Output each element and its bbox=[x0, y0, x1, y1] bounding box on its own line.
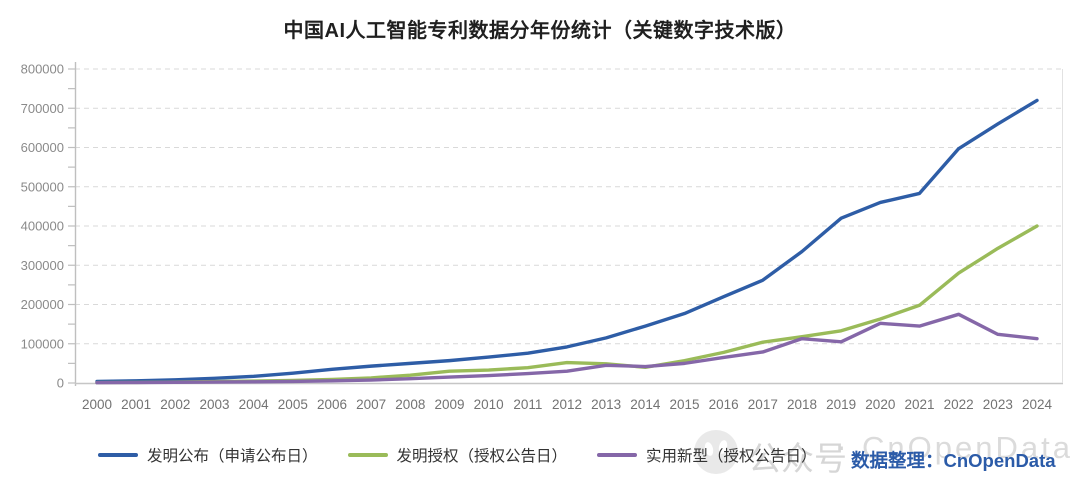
legend-swatch-green bbox=[347, 452, 388, 458]
y-tick-label: 200000 bbox=[21, 297, 64, 312]
x-tick-label: 2020 bbox=[865, 397, 895, 412]
watermark-text: 公众号 bbox=[748, 440, 847, 477]
legend-item-utility-model: 实用新型（授权公告日） bbox=[597, 444, 817, 466]
y-tick-label: 0 bbox=[57, 376, 64, 391]
x-tick-label: 2022 bbox=[944, 397, 974, 412]
chart-title: 中国AI人工智能专利数据分年份统计（关键数字技术版） bbox=[283, 20, 797, 42]
x-tick-label: 2000 bbox=[82, 397, 112, 412]
x-tick-label: 2002 bbox=[160, 397, 190, 412]
x-tick-label: 2013 bbox=[591, 397, 621, 412]
x-tick-label: 2017 bbox=[748, 397, 778, 412]
x-tick-label: 2018 bbox=[787, 397, 817, 412]
x-tick-label: 2009 bbox=[434, 397, 464, 412]
x-tick-label: 2005 bbox=[278, 397, 308, 412]
y-tick-label: 800000 bbox=[21, 62, 64, 77]
x-tick-label: 2015 bbox=[669, 397, 699, 412]
y-tick-label: 400000 bbox=[21, 219, 64, 234]
x-tick-label: 2008 bbox=[395, 397, 425, 412]
y-tick-label: 600000 bbox=[21, 140, 64, 155]
watermark-separator: · bbox=[836, 428, 847, 464]
series-line-0 bbox=[95, 98, 1039, 384]
x-tick-label: 2007 bbox=[356, 397, 386, 412]
x-tick-label: 2023 bbox=[983, 397, 1013, 412]
legend-item-invention-grant: 发明授权（授权公告日） bbox=[347, 444, 568, 466]
x-tick-label: 2014 bbox=[630, 397, 661, 412]
y-tick-label: 700000 bbox=[21, 101, 64, 116]
x-tick-label: 2024 bbox=[1022, 397, 1053, 412]
x-tick-label: 2021 bbox=[904, 397, 934, 412]
attribution-text: 数据整理：CnOpenData bbox=[851, 450, 1056, 471]
legend-swatch-blue bbox=[98, 452, 138, 458]
x-tick-label: 2003 bbox=[199, 397, 229, 412]
legend-label: 发明公布（申请公布日） bbox=[147, 448, 318, 465]
x-tick-label: 2006 bbox=[317, 397, 347, 412]
legend-item-invention-publication: 发明公布（申请公布日） bbox=[98, 444, 318, 466]
watermark-brand: CnOpenData bbox=[862, 430, 1073, 465]
y-tick-label: 500000 bbox=[21, 179, 64, 194]
x-tick-label: 2010 bbox=[474, 397, 504, 412]
wechat-ghost-icon bbox=[694, 430, 738, 474]
x-tick-label: 2016 bbox=[709, 397, 739, 412]
y-tick-label: 300000 bbox=[21, 258, 64, 273]
series-line-2 bbox=[95, 312, 1039, 385]
x-tick-label: 2001 bbox=[121, 397, 151, 412]
y-tick-label: 100000 bbox=[21, 336, 64, 351]
x-tick-label: 2012 bbox=[552, 397, 582, 412]
chart-legend: 发明公布（申请公布日） 发明授权（授权公告日） 实用新型（授权公告日） bbox=[98, 444, 817, 466]
legend-label: 实用新型（授权公告日） bbox=[646, 448, 817, 465]
x-tick-label: 2004 bbox=[239, 397, 270, 412]
x-tick-label: 2019 bbox=[826, 397, 856, 412]
line-chart: 0 100000 200000 300000 400000 500000 600000 700… bbox=[21, 62, 1063, 412]
legend-swatch-purple bbox=[597, 452, 638, 458]
legend-label: 发明授权（授权公告日） bbox=[396, 448, 568, 465]
x-tick-label: 2011 bbox=[513, 397, 542, 412]
